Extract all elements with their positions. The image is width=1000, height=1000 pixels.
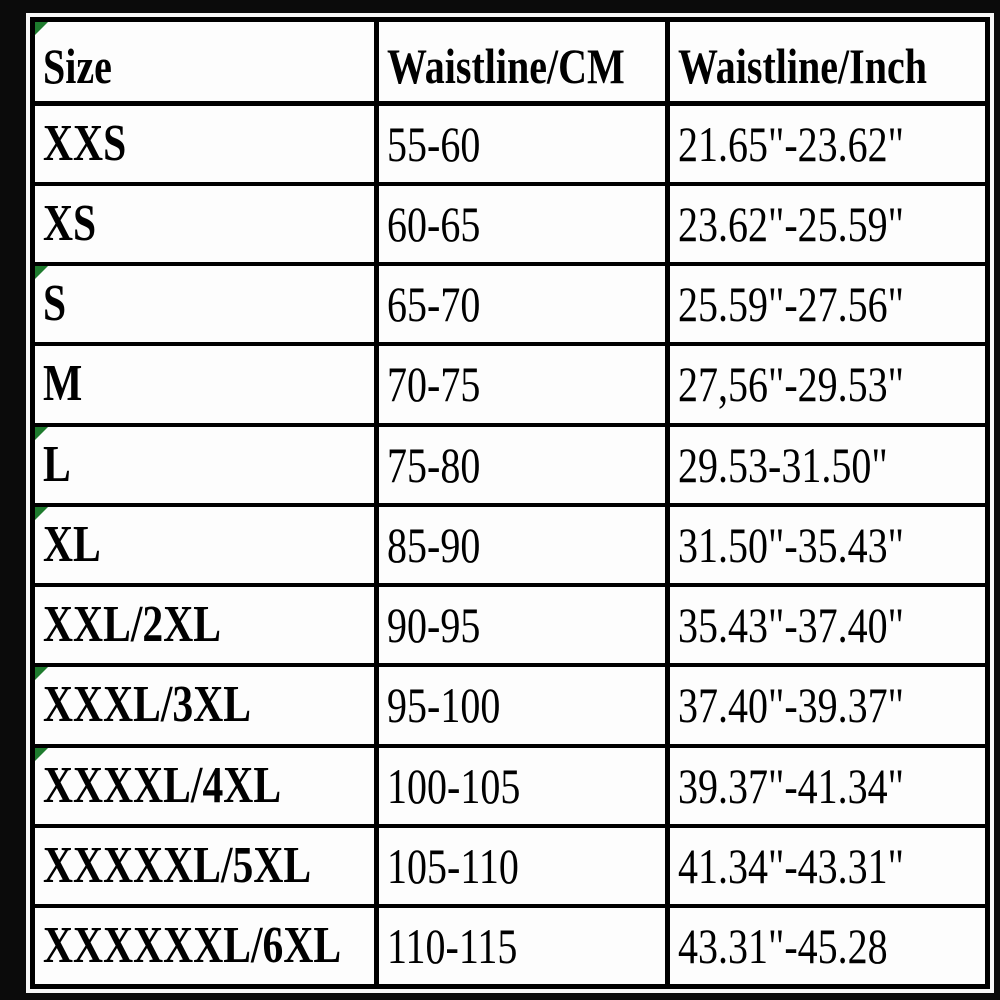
waistline-cm-cell-text: 70-75 — [386, 356, 481, 413]
corner-marker-icon — [37, 749, 48, 761]
table-row: XL 85-90 31.50"-35.43" — [30, 502, 990, 588]
header-label-waistline-cm: Waistline/CM — [386, 37, 625, 94]
size-cell: XS — [30, 181, 379, 267]
size-cell-text: XXXL/3XL — [43, 676, 252, 734]
waistline-inch-cell-text: 39.37"-41.34" — [678, 757, 905, 814]
size-cell: XL — [30, 502, 379, 588]
table-body: XXS 55-60 21.65"-23.62" XS 60-65 23.62"-25.59… — [30, 101, 990, 989]
waistline-cm-cell: 60-65 — [373, 181, 671, 267]
size-cell: M — [30, 342, 379, 427]
waistline-cm-cell-text: 105-110 — [386, 838, 519, 895]
corner-marker-icon — [37, 428, 48, 440]
table-row: M 70-75 27,56"-29.53" — [30, 342, 990, 427]
waistline-cm-cell-text: 55-60 — [386, 115, 481, 172]
header-row: Size Waistline/CM Waistline/Inch — [30, 17, 990, 106]
header-cell-waistline-cm: Waistline/CM — [373, 17, 671, 106]
header-label-waistline-inch: Waistline/Inch — [678, 37, 928, 94]
corner-marker-icon — [37, 669, 48, 681]
waistline-cm-cell-text: 60-65 — [386, 195, 481, 252]
waistline-inch-cell: 23.62"-25.59" — [665, 181, 990, 267]
header-cell-size: Size — [30, 17, 379, 106]
table-row: S 65-70 25.59"-27.56" — [30, 262, 990, 347]
waistline-cm-cell: 55-60 — [373, 101, 671, 186]
table-row: XXXL/3XL 95-100 37.40"-39.37" — [30, 663, 990, 748]
table-row: XXS 55-60 21.65"-23.62" — [30, 101, 990, 186]
waistline-cm-cell: 95-100 — [373, 663, 671, 748]
size-cell-text: XXXXXXL/6XL — [43, 917, 342, 975]
size-cell-text: XXS — [43, 114, 127, 172]
waistline-inch-cell-text: 21.65"-23.62" — [678, 115, 905, 172]
waistline-cm-cell: 110-115 — [373, 904, 671, 989]
table-row: L 75-80 29.53-31.50" — [30, 422, 990, 507]
size-cell-text: XXXXXL/5XL — [43, 837, 312, 895]
size-chart-sheet: Size Waistline/CM Waistline/Inch XXS 55-6… — [26, 13, 994, 993]
size-cell-text: XL — [43, 515, 101, 573]
header-label-size: Size — [43, 37, 112, 94]
waistline-cm-cell: 70-75 — [373, 342, 671, 427]
table-row: XXL/2XL 90-95 35.43"-37.40" — [30, 583, 990, 668]
corner-marker-icon — [37, 508, 48, 520]
waistline-inch-cell: 25.59"-27.56" — [665, 262, 990, 347]
waistline-inch-cell-text: 29.53-31.50" — [678, 436, 888, 493]
size-chart-table: Size Waistline/CM Waistline/Inch XXS 55-6… — [30, 17, 990, 989]
size-cell: L — [30, 422, 379, 507]
waistline-inch-cell: 31.50"-35.43" — [665, 502, 990, 588]
waistline-cm-cell-text: 75-80 — [386, 436, 481, 493]
waistline-inch-cell: 35.43"-37.40" — [665, 583, 990, 668]
table-row: XXXXXXL/6XL 110-115 43.31"-45.28 — [30, 904, 990, 989]
waistline-inch-cell: 39.37"-41.34" — [665, 743, 990, 828]
table-row: XXXXXL/5XL 105-110 41.34"-43.31" — [30, 823, 990, 909]
size-cell: XXXXL/4XL — [30, 743, 379, 828]
waistline-cm-cell-text: 90-95 — [386, 597, 481, 654]
size-cell-text: XS — [43, 194, 97, 252]
corner-marker-icon — [37, 23, 48, 35]
waistline-cm-cell: 75-80 — [373, 422, 671, 507]
size-cell-text: S — [43, 275, 67, 333]
header-cell-waistline-inch: Waistline/Inch — [665, 17, 990, 106]
waistline-cm-cell: 85-90 — [373, 502, 671, 588]
size-cell-text: XXL/2XL — [43, 596, 221, 654]
waistline-cm-cell-text: 100-105 — [386, 757, 521, 814]
waistline-cm-cell: 65-70 — [373, 262, 671, 347]
waistline-inch-cell: 43.31"-45.28 — [665, 904, 990, 989]
table-row: XXXXL/4XL 100-105 39.37"-41.34" — [30, 743, 990, 828]
waistline-cm-cell: 90-95 — [373, 583, 671, 668]
waistline-inch-cell: 21.65"-23.62" — [665, 101, 990, 186]
waistline-inch-cell-text: 27,56"-29.53" — [678, 356, 905, 413]
size-cell: XXXXXXL/6XL — [30, 904, 379, 989]
size-cell-text: L — [43, 435, 71, 493]
waistline-inch-cell: 37.40"-39.37" — [665, 663, 990, 748]
waistline-inch-cell-text: 43.31"-45.28 — [678, 918, 888, 975]
waistline-inch-cell-text: 37.40"-39.37" — [678, 677, 905, 734]
size-cell: XXXL/3XL — [30, 663, 379, 748]
size-cell-text: XXXXL/4XL — [43, 756, 282, 814]
waistline-inch-cell-text: 41.34"-43.31" — [678, 838, 905, 895]
size-cell: XXXXXL/5XL — [30, 823, 379, 909]
waistline-inch-cell-text: 31.50"-35.43" — [678, 516, 905, 573]
waistline-inch-cell: 41.34"-43.31" — [665, 823, 990, 909]
table-row: XS 60-65 23.62"-25.59" — [30, 181, 990, 267]
waistline-cm-cell-text: 65-70 — [386, 276, 481, 333]
waistline-inch-cell-text: 35.43"-37.40" — [678, 597, 905, 654]
size-cell: XXL/2XL — [30, 583, 379, 668]
size-cell-text: M — [43, 355, 83, 413]
waistline-inch-cell-text: 23.62"-25.59" — [678, 195, 905, 252]
waistline-cm-cell-text: 95-100 — [386, 677, 501, 734]
size-cell: XXS — [30, 101, 379, 186]
waistline-cm-cell-text: 85-90 — [386, 516, 481, 573]
waistline-inch-cell: 27,56"-29.53" — [665, 342, 990, 427]
size-cell: S — [30, 262, 379, 347]
waistline-inch-cell: 29.53-31.50" — [665, 422, 990, 507]
waistline-cm-cell-text: 110-115 — [386, 918, 518, 975]
waistline-cm-cell: 100-105 — [373, 743, 671, 828]
waistline-inch-cell-text: 25.59"-27.56" — [678, 276, 905, 333]
waistline-cm-cell: 105-110 — [373, 823, 671, 909]
corner-marker-icon — [37, 268, 48, 280]
